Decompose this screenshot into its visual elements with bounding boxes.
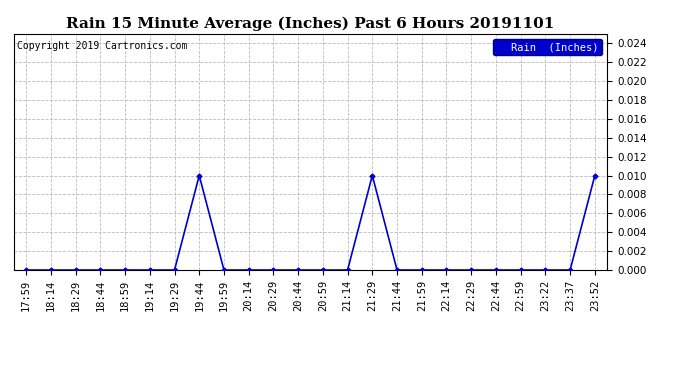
- Rain  (Inches): [22, 268, 30, 272]
- Title: Rain 15 Minute Average (Inches) Past 6 Hours 20191101: Rain 15 Minute Average (Inches) Past 6 H…: [66, 17, 555, 31]
- Rain  (Inches): [417, 268, 426, 272]
- Rain  (Inches): [146, 268, 154, 272]
- Rain  (Inches): [244, 268, 253, 272]
- Rain  (Inches): [368, 173, 377, 178]
- Rain  (Inches): [294, 268, 302, 272]
- Rain  (Inches): [319, 268, 327, 272]
- Rain  (Inches): [566, 268, 574, 272]
- Rain  (Inches): [442, 268, 451, 272]
- Line: Rain  (Inches): Rain (Inches): [24, 174, 597, 272]
- Rain  (Inches): [72, 268, 80, 272]
- Rain  (Inches): [96, 268, 104, 272]
- Rain  (Inches): [517, 268, 525, 272]
- Legend: Rain  (Inches): Rain (Inches): [493, 39, 602, 55]
- Rain  (Inches): [121, 268, 129, 272]
- Rain  (Inches): [47, 268, 55, 272]
- Rain  (Inches): [467, 268, 475, 272]
- Rain  (Inches): [195, 173, 204, 178]
- Rain  (Inches): [492, 268, 500, 272]
- Rain  (Inches): [541, 268, 549, 272]
- Text: Copyright 2019 Cartronics.com: Copyright 2019 Cartronics.com: [17, 41, 187, 51]
- Rain  (Inches): [344, 268, 352, 272]
- Rain  (Inches): [393, 268, 401, 272]
- Rain  (Inches): [220, 268, 228, 272]
- Rain  (Inches): [591, 173, 599, 178]
- Rain  (Inches): [269, 268, 277, 272]
- Rain  (Inches): [170, 268, 179, 272]
